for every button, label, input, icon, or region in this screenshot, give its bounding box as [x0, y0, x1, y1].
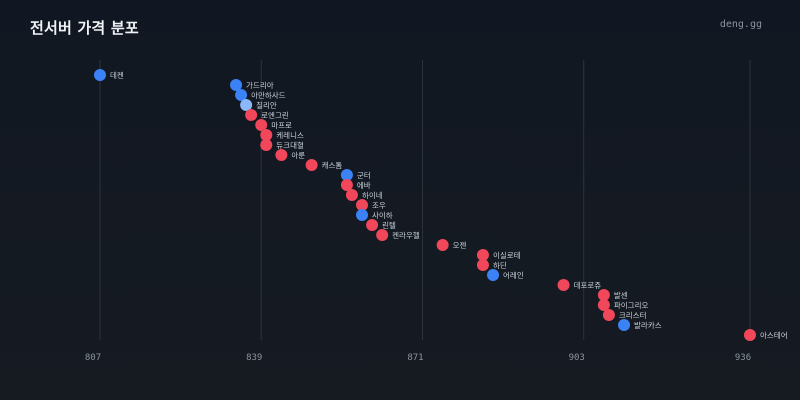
point-label: 사이하: [372, 210, 393, 220]
data-point[interactable]: [602, 309, 615, 321]
data-point[interactable]: [356, 209, 369, 221]
point-label: 발라카스: [634, 321, 662, 330]
point-label: 캐스톰: [322, 161, 343, 170]
data-point[interactable]: [245, 109, 258, 121]
point-label: 케레니스: [276, 131, 304, 140]
data-point[interactable]: [260, 139, 273, 151]
point-label: 에바: [357, 180, 371, 190]
data-point[interactable]: [240, 99, 253, 111]
x-tick-label: 807: [85, 353, 101, 363]
point-label: 크리스터: [619, 311, 647, 320]
data-point[interactable]: [260, 129, 273, 141]
point-label: 군터: [357, 171, 371, 180]
x-tick-label: 871: [407, 353, 423, 363]
point-label: 발센: [614, 290, 628, 300]
point-label: 마프로: [271, 121, 292, 130]
point-label: 하딘: [493, 260, 507, 270]
data-point[interactable]: [618, 319, 631, 331]
point-label: 로엔그린: [261, 110, 289, 120]
point-label: 아룬: [291, 150, 305, 160]
chart-title: 전서버 가격 분포: [30, 19, 139, 37]
point-label: 조우: [372, 201, 386, 210]
point-label: 가드리아: [246, 80, 274, 90]
point-label: 하이네: [362, 190, 383, 200]
point-label: 데켄: [110, 70, 124, 80]
x-tick-label: 903: [569, 353, 585, 363]
data-point[interactable]: [345, 189, 358, 201]
x-tick-label: 936: [735, 353, 751, 363]
point-label: 린텔: [382, 220, 396, 230]
point-label: 듀크대혈: [276, 140, 304, 150]
point-label: 켄라우헬: [392, 230, 420, 240]
point-label: 오젠: [453, 241, 467, 250]
data-point[interactable]: [376, 229, 389, 241]
data-point[interactable]: [340, 169, 353, 181]
data-point[interactable]: [557, 279, 570, 291]
data-point[interactable]: [476, 259, 489, 271]
data-point[interactable]: [230, 79, 243, 91]
data-point[interactable]: [255, 119, 268, 131]
point-label: 파이그리오: [614, 300, 649, 310]
data-point[interactable]: [305, 159, 318, 171]
data-point[interactable]: [487, 269, 500, 281]
point-label: 칠리안: [256, 100, 277, 110]
data-point[interactable]: [235, 89, 248, 101]
data-point[interactable]: [436, 239, 449, 251]
data-point[interactable]: [366, 219, 379, 231]
point-label: 아스테어: [760, 330, 788, 340]
x-tick-label: 839: [246, 353, 262, 363]
point-label: 어레인: [503, 270, 524, 280]
data-point[interactable]: [340, 179, 353, 191]
brand-label: deng.gg: [719, 19, 762, 30]
point-label: 아만하사드: [251, 90, 286, 100]
data-point[interactable]: [744, 329, 756, 341]
point-label: 이실로테: [493, 250, 521, 260]
data-point[interactable]: [476, 249, 489, 261]
point-label: 데포로쥬: [574, 281, 602, 290]
data-point[interactable]: [356, 199, 369, 211]
data-point[interactable]: [275, 149, 288, 161]
data-point[interactable]: [597, 289, 610, 301]
data-point[interactable]: [597, 299, 610, 311]
data-point[interactable]: [94, 69, 106, 81]
